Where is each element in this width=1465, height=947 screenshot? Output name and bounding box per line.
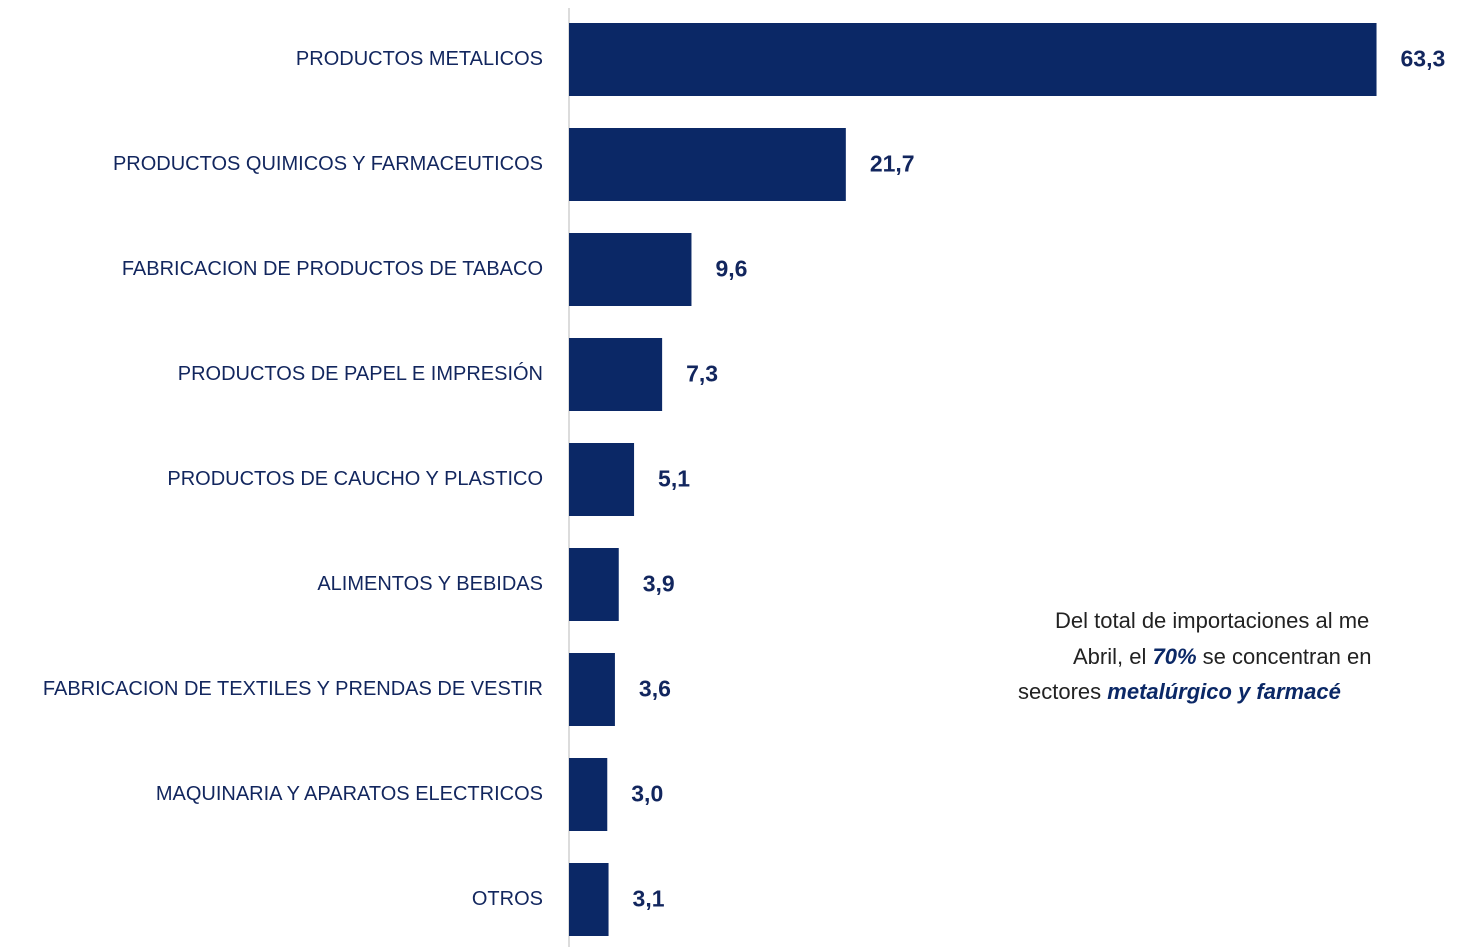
value-label: 5,1	[658, 466, 690, 492]
bar	[569, 653, 615, 726]
y-tick-label: PRODUCTOS DE PAPEL E IMPRESIÓN	[178, 362, 543, 385]
bar	[569, 128, 846, 201]
value-label: 3,0	[631, 781, 663, 807]
value-label: 9,6	[715, 256, 747, 282]
bar	[569, 338, 663, 411]
annotation: sectores metalúrgico y farmacé	[1018, 679, 1341, 704]
y-tick-label: PRODUCTOS QUIMICOS Y FARMACEUTICOS	[113, 153, 543, 175]
value-label: 63,3	[1401, 46, 1446, 72]
y-tick-label: PRODUCTOS METALICOS	[296, 48, 543, 70]
annotation: Abril, el 70% se concentran en	[1073, 644, 1371, 669]
annotation-emphasis: 70%	[1152, 644, 1196, 669]
value-label: 3,6	[639, 676, 671, 702]
bar	[569, 548, 619, 621]
bar	[569, 23, 1377, 96]
value-label: 3,1	[633, 886, 665, 912]
y-tick-label: PRODUCTOS DE CAUCHO Y PLASTICO	[167, 468, 543, 490]
y-tick-label: FABRICACION DE PRODUCTOS DE TABACO	[122, 258, 543, 280]
y-tick-label: ALIMENTOS Y BEBIDAS	[317, 573, 543, 595]
bar	[569, 758, 608, 831]
annotation-text: se concentran en	[1197, 644, 1372, 669]
annotation-text: Del total de importaciones al me	[1055, 608, 1369, 633]
bar	[569, 233, 692, 306]
annotation: Del total de importaciones al me	[1055, 608, 1369, 633]
annotation-text: Abril, el	[1073, 644, 1152, 669]
value-label: 21,7	[870, 151, 915, 177]
value-label: 3,9	[643, 571, 675, 597]
y-tick-label: OTROS	[472, 888, 543, 910]
y-tick-label: FABRICACION DE TEXTILES Y PRENDAS DE VES…	[43, 678, 543, 700]
y-tick-label: MAQUINARIA Y APARATOS ELECTRICOS	[156, 783, 543, 805]
bar	[569, 443, 635, 516]
value-label: 7,3	[686, 361, 718, 387]
annotation-emphasis: metalúrgico y farmacé	[1107, 679, 1341, 704]
bar	[569, 863, 609, 936]
annotation-text: sectores	[1018, 679, 1107, 704]
